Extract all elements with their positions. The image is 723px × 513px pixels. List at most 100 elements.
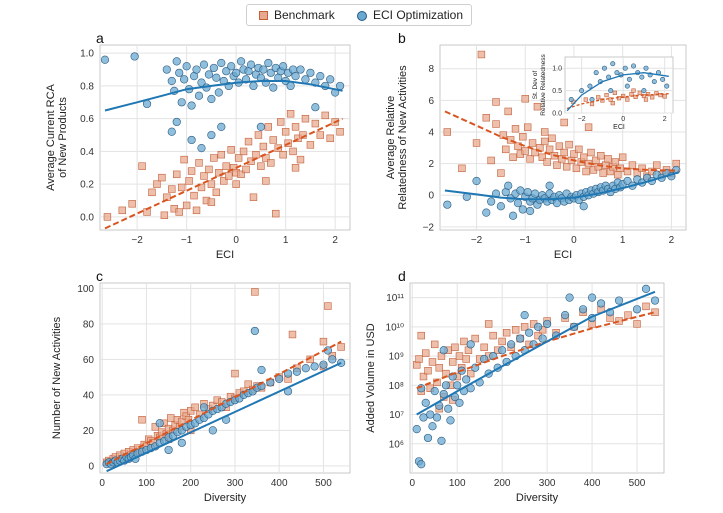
y-axis-label: St. Dev of	[532, 71, 539, 100]
y-axis-label: Number of New Activities	[51, 316, 63, 439]
benchmark-point	[545, 145, 554, 154]
benchmark-point	[548, 134, 556, 142]
eci-point	[608, 88, 614, 94]
benchmark-point	[254, 131, 263, 139]
x-axis-label: ECI	[613, 124, 625, 131]
benchmark-point	[306, 141, 315, 149]
eci-point	[301, 75, 310, 84]
eci-point	[508, 211, 518, 220]
benchmark-point	[249, 193, 258, 201]
benchmark-point	[191, 403, 199, 411]
benchmark-point	[289, 147, 297, 156]
benchmark-point	[533, 102, 542, 111]
x-tick-label: 2	[669, 235, 675, 246]
x-tick-label: 0	[571, 235, 577, 246]
eci-point	[487, 197, 496, 206]
benchmark-point	[279, 150, 287, 159]
eci-point	[256, 122, 265, 131]
eci-point	[587, 293, 597, 302]
benchmark-point	[658, 92, 663, 98]
benchmark-point	[502, 328, 511, 337]
y-tick-label: 1.0	[552, 66, 562, 73]
benchmark-point	[449, 358, 457, 366]
benchmark-point	[584, 123, 593, 131]
eci-point	[217, 122, 226, 131]
plot-marks	[100, 52, 345, 230]
eci-point	[175, 68, 184, 77]
eci-point	[291, 72, 300, 81]
benchmark-point	[210, 154, 218, 162]
benchmark-point	[511, 326, 520, 334]
legend-item-eci: ECI Optimization	[357, 8, 463, 22]
benchmark-point	[321, 111, 329, 120]
benchmark-point	[237, 170, 245, 179]
benchmark-point	[187, 167, 196, 175]
benchmark-point	[428, 358, 437, 366]
benchmark-point	[484, 320, 493, 328]
benchmark-point	[643, 97, 649, 102]
eci-point	[269, 83, 278, 92]
x-tick-label: 0	[409, 478, 415, 489]
benchmark-point	[262, 177, 270, 185]
y-axis-label: Relative Relatedness	[540, 54, 547, 116]
benchmark-point	[570, 150, 578, 158]
y-tick-label: 10⁹	[389, 352, 404, 363]
benchmark-point	[662, 94, 667, 99]
y-tick-label: 10⁷	[389, 410, 404, 421]
y-tick-label: −2	[423, 222, 435, 233]
benchmark-point	[504, 107, 512, 116]
y-tick-label: 1.0	[80, 49, 94, 60]
x-tick-label: 100	[449, 478, 466, 489]
eci-point	[204, 70, 214, 79]
eci-point	[623, 176, 632, 186]
benchmark-point	[443, 128, 452, 136]
benchmark-point	[497, 169, 505, 177]
benchmark-point	[633, 94, 638, 99]
benchmark-point	[541, 137, 549, 146]
eci-point	[444, 404, 453, 413]
series-eci	[102, 326, 346, 469]
eci-point	[208, 426, 217, 435]
x-tick-label: 400	[584, 478, 601, 489]
benchmark-point	[612, 90, 617, 95]
eci-point	[192, 65, 201, 74]
eci-point	[187, 135, 196, 145]
eci-fit-line	[444, 171, 679, 201]
benchmark-point	[291, 164, 300, 172]
eci-point	[437, 436, 446, 445]
benchmark-point	[431, 340, 439, 349]
eci-point	[587, 83, 593, 89]
y-tick-label: 10⁶	[389, 439, 404, 450]
benchmark-point	[286, 110, 295, 118]
eci-point	[428, 422, 437, 431]
eci-point	[504, 181, 513, 190]
benchmark-point	[575, 145, 583, 154]
eci-point	[641, 284, 651, 293]
eci-point	[641, 88, 647, 94]
benchmark-point	[267, 159, 275, 167]
inset-b-inset: −2 0 2 0.0 0.5 1.0 ECI St. Dev of Relative Relat…	[532, 54, 674, 131]
eci-point	[516, 334, 525, 343]
eci-point	[530, 189, 540, 198]
benchmark-point	[531, 148, 539, 157]
eci-point	[423, 433, 433, 443]
benchmark-point	[492, 98, 500, 106]
benchmark-point	[148, 188, 156, 197]
eci-fit-line	[104, 80, 343, 112]
y-tick-label: 40	[83, 390, 95, 401]
x-tick-label: −2	[471, 235, 483, 246]
eci-point	[513, 199, 523, 208]
benchmark-point	[471, 334, 479, 343]
legend-label-benchmark: Benchmark	[274, 8, 335, 22]
x-tick-label: −2	[131, 235, 143, 246]
y-tick-label: 0.0	[80, 212, 94, 223]
eci-point	[130, 52, 139, 61]
y-tick-label: 60	[83, 355, 95, 366]
benchmark-point	[541, 128, 549, 136]
panel-label: b	[398, 30, 406, 46]
eci-point	[426, 410, 435, 419]
benchmark-point	[252, 150, 260, 159]
eci-point	[199, 403, 209, 412]
eci-point	[197, 144, 206, 153]
